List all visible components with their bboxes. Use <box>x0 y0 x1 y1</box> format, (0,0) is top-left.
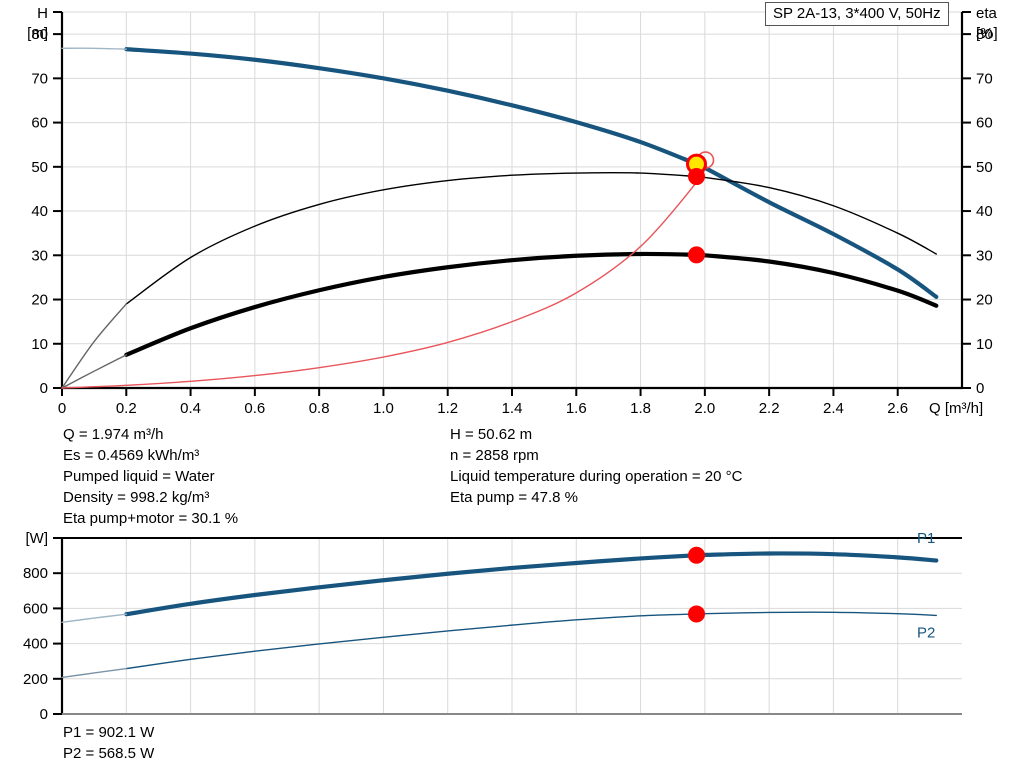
y-tick-label: 200 <box>23 671 48 688</box>
y-tick-label-right: 40 <box>976 203 993 220</box>
y-tick-label: 400 <box>23 636 48 653</box>
duty-points <box>686 151 715 264</box>
y-axis-title-left-line1: H <box>37 5 48 22</box>
y-tick-label-right: 70 <box>976 70 993 87</box>
curve-eta-pump-motor-curve <box>124 251 939 357</box>
readout-right-column: H = 50.62 m n = 2858 rpm Liquid temperat… <box>450 424 742 508</box>
curve-eta-pump-motor-extension <box>61 354 127 389</box>
x-tick-label: 1.4 <box>502 400 523 417</box>
y-tick-label-left: 10 <box>31 336 48 353</box>
curve-eta-pump-curve <box>125 171 937 305</box>
y-tick-label-left: 0 <box>40 380 48 397</box>
y-tick-label-left: 20 <box>31 292 48 309</box>
readout-h: H = 50.62 m <box>450 426 533 443</box>
series-label-p2: P2 <box>917 624 935 641</box>
readout-p1: P1 = 902.1 W <box>63 724 155 741</box>
y-tick-label-right: 20 <box>976 292 993 309</box>
curve-es-specific-energy-curve <box>61 166 706 389</box>
y-tick-label-right: 10 <box>976 336 993 353</box>
y-tick-label: 800 <box>23 565 48 582</box>
curve-p2-extension <box>61 667 127 679</box>
x-tick-label: 0 <box>58 400 66 417</box>
curve-h-head-curve <box>124 47 939 299</box>
y-axis-title-right-line1: eta <box>976 5 998 22</box>
y-tick-label-left: 50 <box>31 159 48 176</box>
x-tick-label: 1.0 <box>373 400 394 417</box>
x-tick-label: 0.6 <box>244 400 265 417</box>
readout-liquid: Pumped liquid = Water <box>63 468 215 485</box>
y-tick-label-right: 60 <box>976 115 993 132</box>
y-tick-label: 0 <box>40 706 48 723</box>
readout-n: n = 2858 rpm <box>450 447 539 464</box>
readout-q: Q = 1.974 m³/h <box>63 426 164 443</box>
y-tick-label: 600 <box>23 600 48 617</box>
y-tick-label-right: 0 <box>976 380 984 397</box>
readout-temp: Liquid temperature during operation = 20… <box>450 468 743 485</box>
x-tick-label: 2.0 <box>694 400 715 417</box>
curve-h-head-curve-extension-below-min-flow- <box>61 47 127 50</box>
series-label-p1: P1 <box>917 530 935 547</box>
grid-lines <box>62 537 962 715</box>
y-axis-title-right-line2: [%] <box>976 25 998 42</box>
duty-point-eta-pump-motor <box>688 246 705 264</box>
readout-density: Density = 998.2 kg/m³ <box>63 489 210 506</box>
x-tick-label: 2.6 <box>887 400 908 417</box>
curve-p2 <box>125 611 937 670</box>
y-tick-label-left: 80 <box>31 26 48 43</box>
axis-lines <box>53 537 962 715</box>
x-tick-label: 1.2 <box>437 400 458 417</box>
grid-lines <box>62 11 962 389</box>
x-axis-title: Q [m³/h] <box>929 400 983 417</box>
x-tick-label: 0.2 <box>116 400 137 417</box>
pump-model-title: SP 2A-13, 3*400 V, 50Hz <box>765 2 949 26</box>
x-tick-label: 1.8 <box>630 400 651 417</box>
head-efficiency-chart: 0 10 20 30 40 50 60 70 80 0 10 20 30 40 50 60 70 80 0 0.2 0.… <box>27 5 998 417</box>
y-tick-label-right: 30 <box>976 247 993 264</box>
readout-eta-pump-motor: Eta pump+motor = 30.1 % <box>63 510 239 527</box>
readout-eta-pump: Eta pump = 47.8 % <box>450 489 578 506</box>
curve-p1 <box>124 551 939 617</box>
x-tick-label: 1.6 <box>566 400 587 417</box>
y-axis-title-left-line2: [m] <box>27 25 48 42</box>
x-tick-label: 0.8 <box>309 400 330 417</box>
x-tick-label: 2.2 <box>759 400 780 417</box>
curves <box>61 47 939 389</box>
y-tick-label-left: 40 <box>31 203 48 220</box>
curve-p1-extension <box>61 613 127 623</box>
x-tick-label: 2.4 <box>823 400 844 417</box>
axis-labels: 0 10 20 30 40 50 60 70 80 0 10 20 30 40 50 60 70 80 0 0.2 0.… <box>27 5 998 417</box>
y-axis-title-line2: [W] <box>26 530 49 547</box>
readout-left-column: Q = 1.974 m³/h Es = 0.4569 kWh/m³ Pumped… <box>63 424 238 529</box>
y-tick-label-left: 60 <box>31 115 48 132</box>
duty-points <box>688 546 705 623</box>
readout-p2: P2 = 568.5 W <box>63 745 155 762</box>
x-tick-label: 0.4 <box>180 400 201 417</box>
y-tick-label-right: 50 <box>976 159 993 176</box>
y-tick-label-left: 70 <box>31 70 48 87</box>
axis-lines <box>53 11 971 396</box>
curves <box>61 551 939 679</box>
readout-es: Es = 0.4569 kWh/m³ <box>63 447 200 464</box>
y-tick-label-right: 80 <box>976 26 993 43</box>
readout-power-block: P1 = 902.1 W P2 = 568.5 W <box>63 722 154 764</box>
y-tick-label-left: 30 <box>31 247 48 264</box>
duty-point-p1 <box>688 546 705 564</box>
duty-point-p2 <box>688 605 705 623</box>
duty-point-eta-pump <box>688 168 705 186</box>
curve-eta-pump-curve-extension <box>61 303 127 389</box>
